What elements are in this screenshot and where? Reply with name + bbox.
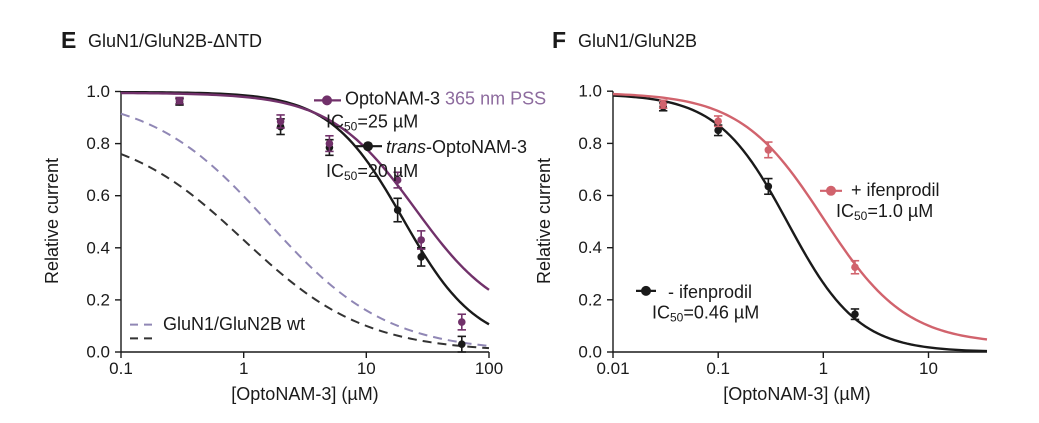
svg-text:Relative current: Relative current <box>42 158 62 284</box>
svg-text:GluN1/GluN2B wt: GluN1/GluN2B wt <box>163 314 305 334</box>
svg-text:F: F <box>552 27 566 53</box>
svg-text:0.2: 0.2 <box>86 290 110 309</box>
svg-text:[OptoNAM-3] (µM): [OptoNAM-3] (µM) <box>231 384 378 404</box>
svg-text:0.01: 0.01 <box>596 359 629 378</box>
svg-text:0.8: 0.8 <box>578 134 602 153</box>
svg-text:E: E <box>61 27 76 53</box>
svg-text:1.0: 1.0 <box>86 82 110 101</box>
svg-text:0.6: 0.6 <box>578 186 602 205</box>
svg-text:0.2: 0.2 <box>578 290 602 309</box>
svg-text:0.1: 0.1 <box>109 359 133 378</box>
svg-text:1: 1 <box>239 359 248 378</box>
svg-text:1.0: 1.0 <box>578 82 602 101</box>
svg-text:0.4: 0.4 <box>578 238 602 257</box>
svg-text:IC50=25 µM: IC50=25 µM <box>326 111 418 133</box>
svg-text:GluN1/GluN2B: GluN1/GluN2B <box>578 31 697 51</box>
svg-text:trans-OptoNAM-3: trans-OptoNAM-3 <box>386 137 527 157</box>
svg-text:+ ifenprodil: + ifenprodil <box>851 180 940 200</box>
svg-text:OptoNAM-3 365 nm PSS: OptoNAM-3 365 nm PSS <box>345 88 546 108</box>
svg-text:- ifenprodil: - ifenprodil <box>668 282 752 302</box>
svg-text:10: 10 <box>919 359 938 378</box>
svg-text:0.0: 0.0 <box>578 343 602 362</box>
svg-text:100: 100 <box>475 359 503 378</box>
svg-text:0.1: 0.1 <box>706 359 730 378</box>
svg-text:IC50=20 µM: IC50=20 µM <box>326 161 418 183</box>
svg-text:GluN1/GluN2B-ΔNTD: GluN1/GluN2B-ΔNTD <box>88 31 262 51</box>
svg-text:[OptoNAM-3] (µM): [OptoNAM-3] (µM) <box>723 384 870 404</box>
svg-text:0.6: 0.6 <box>86 186 110 205</box>
svg-text:0.8: 0.8 <box>86 134 110 153</box>
svg-text:IC50=0.46 µM: IC50=0.46 µM <box>652 302 759 324</box>
svg-text:1: 1 <box>819 359 828 378</box>
svg-text:10: 10 <box>357 359 376 378</box>
svg-text:0.0: 0.0 <box>86 343 110 362</box>
svg-text:Relative current: Relative current <box>534 158 554 284</box>
svg-text:0.4: 0.4 <box>86 238 110 257</box>
svg-text:IC50=1.0 µM: IC50=1.0 µM <box>836 201 933 223</box>
